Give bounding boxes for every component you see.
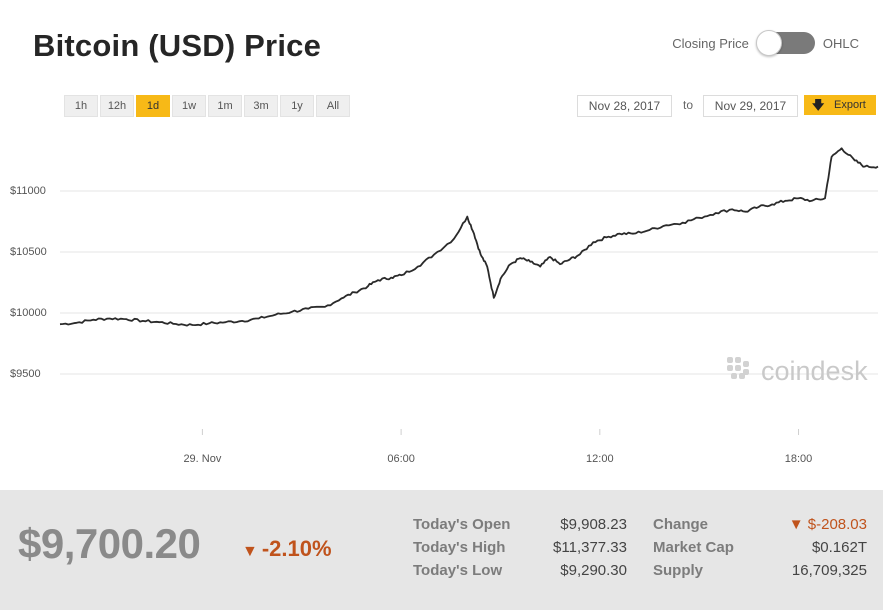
logo-dot xyxy=(731,373,737,379)
logo-dot xyxy=(727,365,733,371)
ohlc-label: OHLC xyxy=(822,35,859,51)
range-button-12h[interactable]: 12h xyxy=(100,95,134,117)
change-percent-value: -2.10% xyxy=(261,536,332,561)
stat-label-supply: Supply xyxy=(653,562,704,579)
price-mode-switch[interactable] xyxy=(755,30,815,56)
date-from-input[interactable]: Nov 28, 2017 xyxy=(577,95,672,117)
date-to-label: to xyxy=(683,98,694,112)
down-triangle-icon: ▼ xyxy=(242,543,258,560)
x-tick-label-2: 12:00 xyxy=(586,453,614,465)
closing-price-label: Closing Price xyxy=(672,35,749,51)
x-tick-label-3: 18:00 xyxy=(785,453,813,465)
watermark-text: coindesk xyxy=(761,356,868,386)
price-chart: $9500 $10000 $10500 $11000 29. Nov 06:00 12:00… xyxy=(10,147,879,465)
logo-dot xyxy=(727,357,733,363)
stat-value-market-cap: $0.162T xyxy=(811,539,867,556)
switch-knob[interactable] xyxy=(755,30,782,56)
stat-label-market-cap: Market Cap xyxy=(653,539,734,556)
logo-dot xyxy=(735,357,741,363)
stat-value-open: $9,908.23 xyxy=(560,516,627,533)
price-change-percent: ▼ -2.10% xyxy=(242,536,332,562)
export-button[interactable]: 🡇 Export xyxy=(804,95,876,115)
range-selector: 1h 12h 1d 1w 1m 3m 1y All xyxy=(64,95,350,117)
logo-dot xyxy=(743,369,749,375)
y-tick-label-0: $9500 xyxy=(10,368,41,380)
stat-label-open: Today's Open xyxy=(413,516,511,533)
logo-dot xyxy=(739,373,745,379)
stat-value-change: ▼ $-208.03 xyxy=(788,516,867,533)
stat-value-low: $9,290.30 xyxy=(560,562,627,579)
stat-value-supply: 16,709,325 xyxy=(791,562,867,579)
stat-label-high: Today's High xyxy=(413,539,506,556)
range-button-all[interactable]: All xyxy=(316,95,350,117)
stat-label-change: Change xyxy=(653,516,709,533)
export-label: Export xyxy=(834,99,866,111)
stat-label-low: Today's Low xyxy=(413,562,503,579)
current-price: $9,700.20 xyxy=(18,520,201,567)
y-tick-label-1: $10000 xyxy=(10,307,47,319)
x-tick-label-1: 06:00 xyxy=(387,453,415,465)
date-to-input[interactable]: Nov 29, 2017 xyxy=(703,95,798,117)
x-tick-label-0: 29. Nov xyxy=(183,453,221,465)
download-arrow-icon: 🡇 xyxy=(812,98,825,112)
range-button-1m[interactable]: 1m xyxy=(208,95,242,117)
page-title: Bitcoin (USD) Price xyxy=(33,28,322,63)
y-tick-label-3: $11000 xyxy=(10,185,46,197)
range-button-1y[interactable]: 1y xyxy=(280,95,314,117)
logo-dot xyxy=(735,365,741,371)
stat-value-high: $11,377.33 xyxy=(553,539,627,556)
summary-panel: $9,700.20 ▼ -2.10% Today's Open $9,908.23… xyxy=(0,490,883,610)
coindesk-logo-icon xyxy=(727,357,749,379)
range-button-1d[interactable]: 1d xyxy=(136,95,170,117)
logo-dot xyxy=(743,361,749,367)
range-button-1w[interactable]: 1w xyxy=(172,95,206,117)
y-tick-label-2: $10500 xyxy=(10,246,47,258)
range-button-3m[interactable]: 3m xyxy=(244,95,278,117)
price-mode-toggle: Closing Price OHLC xyxy=(664,30,867,56)
range-button-1h[interactable]: 1h xyxy=(64,95,98,117)
price-series-line-0 xyxy=(59,147,879,327)
